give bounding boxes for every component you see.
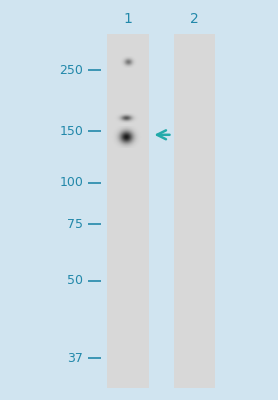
Text: 100: 100 bbox=[59, 176, 83, 189]
Text: 75: 75 bbox=[67, 218, 83, 230]
Text: 37: 37 bbox=[68, 352, 83, 364]
Text: 1: 1 bbox=[123, 12, 132, 26]
Text: 150: 150 bbox=[59, 125, 83, 138]
Text: 2: 2 bbox=[190, 12, 199, 26]
Text: 250: 250 bbox=[59, 64, 83, 76]
Bar bbox=[174, 34, 215, 388]
Text: 50: 50 bbox=[67, 274, 83, 287]
Bar bbox=[107, 34, 149, 388]
